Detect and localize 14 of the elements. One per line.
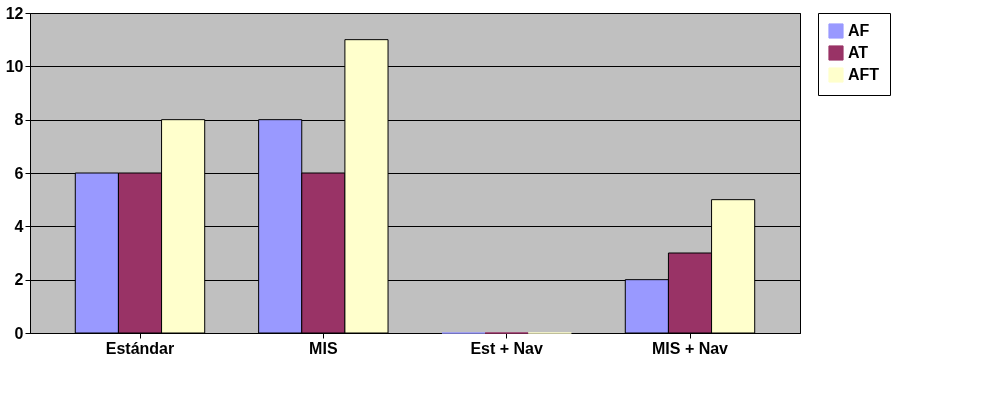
y-tick-label: 2 <box>14 271 24 289</box>
y-tick-label: 4 <box>14 217 24 235</box>
y-tick-label: 6 <box>14 164 24 182</box>
y-tick-label: 0 <box>14 324 24 342</box>
x-tick-label: Estándar <box>105 339 175 357</box>
x-tick-label: MIS <box>309 339 338 357</box>
y-tick-label: 8 <box>14 111 24 129</box>
legend-label: AF <box>848 22 870 39</box>
x-tick-label: MIS + Nav <box>651 339 729 357</box>
y-tick-label: 10 <box>5 57 24 75</box>
y-tick-label: 12 <box>5 4 24 22</box>
legend-label: AFT <box>848 66 880 83</box>
legend-label: AT <box>848 44 869 61</box>
x-tick-label: Est + Nav <box>470 339 544 357</box>
